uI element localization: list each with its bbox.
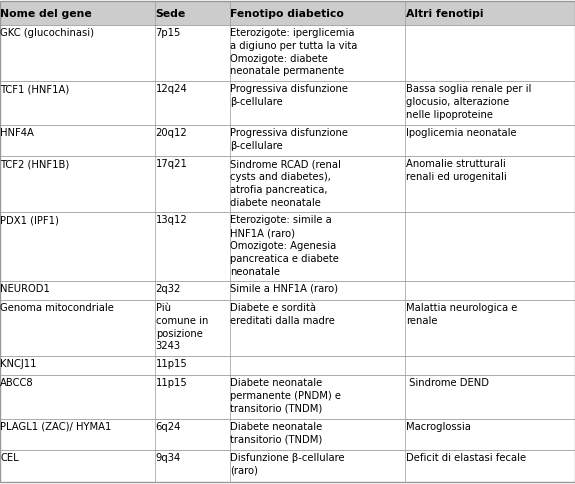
Text: Genoma mitocondriale: Genoma mitocondriale (1, 302, 114, 312)
Bar (0, 356, 575, 375)
Bar (0, 419, 575, 450)
Text: Diabete e sordità
ereditati dalla madre: Diabete e sordità ereditati dalla madre (231, 302, 335, 325)
Text: TCF2 (HNF1B): TCF2 (HNF1B) (1, 159, 70, 169)
Text: Sindrome RCAD (renal
cysts and diabetes),
atrofia pancreatica,
diabete neonatale: Sindrome RCAD (renal cysts and diabetes)… (231, 159, 342, 207)
Text: Macroglossia: Macroglossia (406, 421, 471, 431)
Text: Nome del gene: Nome del gene (1, 9, 92, 19)
Text: Più
comune in
posizione
3243: Più comune in posizione 3243 (156, 302, 208, 350)
Text: 2q32: 2q32 (156, 284, 181, 293)
Text: PDX1 (IPF1): PDX1 (IPF1) (1, 215, 59, 225)
Text: Eterozigote: simile a
HNF1A (raro)
Omozigote: Agenesia
pancreatica e diabete
neo: Eterozigote: simile a HNF1A (raro) Omozi… (231, 215, 339, 276)
Text: NEUROD1: NEUROD1 (1, 284, 50, 293)
Text: Deficit di elastasi fecale: Deficit di elastasi fecale (406, 452, 526, 462)
Text: Progressiva disfunzione
β-cellulare: Progressiva disfunzione β-cellulare (231, 84, 348, 106)
Text: Ipoglicemia neonatale: Ipoglicemia neonatale (406, 128, 516, 137)
Text: 12q24: 12q24 (156, 84, 187, 94)
Text: 13q12: 13q12 (156, 215, 187, 225)
Bar (0, 301, 575, 356)
Text: 7p15: 7p15 (156, 28, 181, 38)
Text: 11p15: 11p15 (156, 377, 187, 387)
Bar (0, 26, 575, 82)
Bar (0, 82, 575, 126)
Bar (0, 213, 575, 281)
Text: Progressiva disfunzione
β-cellulare: Progressiva disfunzione β-cellulare (231, 128, 348, 151)
Bar (0, 157, 575, 213)
Text: CEL: CEL (1, 452, 19, 462)
Text: TCF1 (HNF1A): TCF1 (HNF1A) (1, 84, 70, 94)
Text: Disfunzione β-cellulare
(raro): Disfunzione β-cellulare (raro) (231, 452, 345, 475)
Text: HNF4A: HNF4A (1, 128, 34, 137)
Text: Anomalie strutturali
renali ed urogenitali: Anomalie strutturali renali ed urogenita… (406, 159, 507, 182)
Text: 6q24: 6q24 (156, 421, 181, 431)
Text: Diabete neonatale
permanente (PNDM) e
transitorio (TNDM): Diabete neonatale permanente (PNDM) e tr… (231, 377, 342, 413)
Text: 11p15: 11p15 (156, 358, 187, 368)
Text: ABCC8: ABCC8 (1, 377, 34, 387)
Text: Bassa soglia renale per il
glocusio, alterazione
nelle lipoproteine: Bassa soglia renale per il glocusio, alt… (406, 84, 531, 120)
Text: KNCJ11: KNCJ11 (1, 358, 37, 368)
Bar (0, 450, 575, 482)
Text: Sindrome DEND: Sindrome DEND (406, 377, 489, 387)
Bar (0, 281, 575, 301)
Text: Simile a HNF1A (raro): Simile a HNF1A (raro) (231, 284, 339, 293)
Text: Malattia neurologica e
renale: Malattia neurologica e renale (406, 302, 517, 325)
Text: 20q12: 20q12 (156, 128, 187, 137)
Text: Eterozigote: iperglicemia
a digiuno per tutta la vita
Omozigote: diabete
neonata: Eterozigote: iperglicemia a digiuno per … (231, 28, 358, 76)
Text: Altri fenotipi: Altri fenotipi (406, 9, 483, 19)
Text: Fenotipo diabetico: Fenotipo diabetico (231, 9, 344, 19)
Text: PLAGL1 (ZAC)/ HYMA1: PLAGL1 (ZAC)/ HYMA1 (1, 421, 112, 431)
Bar (0, 126, 575, 157)
Bar (0, 2, 575, 26)
Text: 9q34: 9q34 (156, 452, 181, 462)
Text: Sede: Sede (156, 9, 186, 19)
Text: 17q21: 17q21 (156, 159, 187, 169)
Bar (0, 375, 575, 419)
Text: GKC (glucochinasi): GKC (glucochinasi) (1, 28, 94, 38)
Text: Diabete neonatale
transitorio (TNDM): Diabete neonatale transitorio (TNDM) (231, 421, 323, 444)
